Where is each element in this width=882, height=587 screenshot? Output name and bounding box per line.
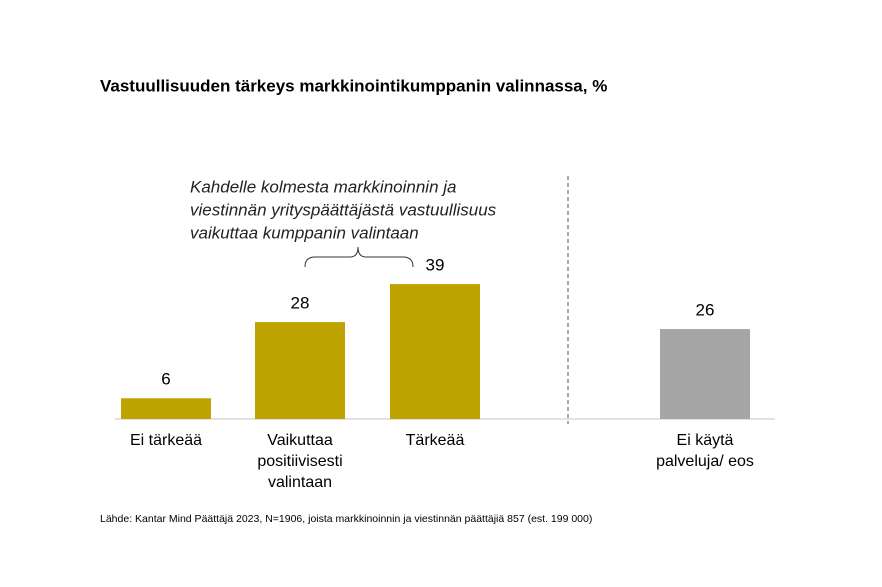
x-tick-label: Ei tärkeää — [129, 432, 203, 449]
brace — [304, 246, 414, 268]
value-label: 28 — [291, 294, 310, 313]
chart-title: Vastuullisuuden tärkeys markkinointikump… — [100, 76, 607, 95]
x-tick-label: Ei käytä palveluja/ eos — [656, 432, 754, 470]
bar — [660, 329, 750, 419]
source-note: Lähde: Kantar Mind Päättäjä 2023, N=1906… — [100, 513, 592, 525]
value-label: 6 — [161, 370, 170, 389]
x-tick-label: Vaikuttaa positiivisesti valintaan — [257, 432, 343, 491]
value-label: 26 — [696, 301, 715, 320]
annotation: viestinnän yrityspäättäjästä vastuullisu… — [190, 200, 497, 219]
value-label: 39 — [426, 256, 445, 275]
bar — [390, 284, 480, 419]
annotation: Kahdelle kolmesta markkinoinnin ja — [190, 177, 456, 196]
bar — [121, 398, 211, 419]
x-tick-label: Tärkeää — [405, 432, 465, 449]
bar — [255, 322, 345, 419]
annotation: vaikuttaa kumppanin valintaan — [190, 223, 419, 242]
